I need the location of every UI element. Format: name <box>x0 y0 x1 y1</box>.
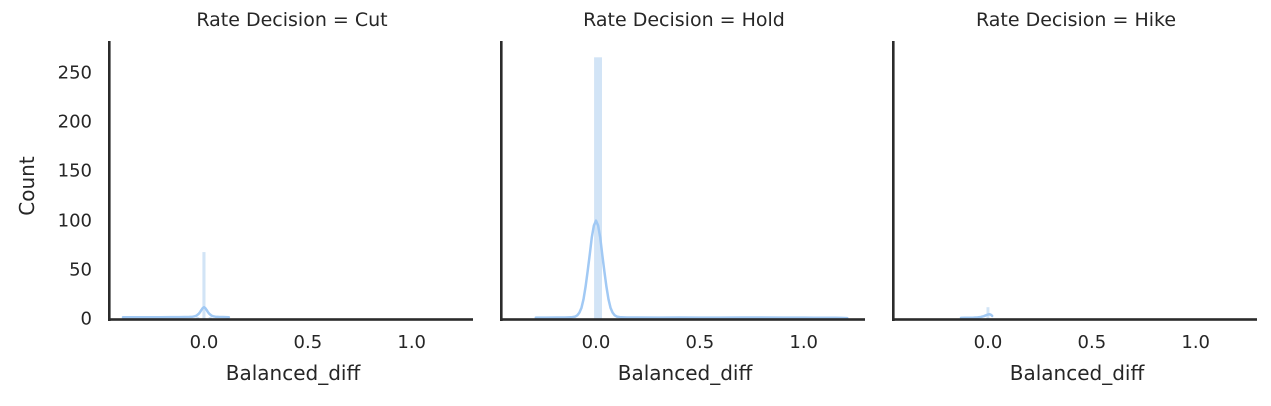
histogram-bar <box>594 57 602 320</box>
kde-curve <box>121 305 231 319</box>
y-tick-label: 200 <box>57 111 92 133</box>
x-tick-label: 1.0 <box>1181 332 1211 353</box>
y-tick-label: 150 <box>57 160 92 182</box>
axis-spine-bottom <box>892 318 1257 321</box>
facet-title-hold: Rate Decision = Hold <box>583 9 785 31</box>
x-tick-label: 0.5 <box>1077 332 1107 353</box>
axis-spine-bottom <box>500 318 865 321</box>
x-tick-label: 0.5 <box>685 332 715 353</box>
plot-area-hike <box>892 41 1257 321</box>
y-tick-label: 250 <box>57 62 92 84</box>
plot-area-hold <box>500 41 865 321</box>
x-axis-label-cut: Balanced_diff <box>225 361 361 385</box>
x-tick-label: 0.0 <box>189 332 219 353</box>
y-tick-label: 100 <box>57 210 92 232</box>
plot-area-cut <box>108 41 473 321</box>
x-tick-label: 0.5 <box>293 332 323 353</box>
axis-spine-left <box>892 41 895 321</box>
facet-title-hike: Rate Decision = Hike <box>975 9 1177 31</box>
y-tick-label: 0 <box>80 308 92 330</box>
x-axis-label-hold: Balanced_diff <box>617 361 753 385</box>
histogram-bar <box>208 317 212 319</box>
x-tick-label: 0.0 <box>973 332 1003 353</box>
histogram-bar <box>196 317 200 319</box>
kde-curve <box>959 313 994 320</box>
axis-spine-bottom <box>108 318 473 321</box>
x-tick-label: 0.0 <box>581 332 611 353</box>
y-tick-label: 50 <box>69 259 92 281</box>
axis-spine-left <box>108 41 111 321</box>
facet-title-cut: Rate Decision = Cut <box>196 9 388 31</box>
x-axis-label-hike: Balanced_diff <box>1009 361 1145 385</box>
histogram-bar <box>202 252 206 319</box>
x-tick-label: 1.0 <box>789 332 819 353</box>
x-tick-label: 1.0 <box>397 332 427 353</box>
histogram-bar <box>986 307 990 319</box>
axis-spine-left <box>500 41 503 321</box>
kde-curve <box>534 219 849 320</box>
